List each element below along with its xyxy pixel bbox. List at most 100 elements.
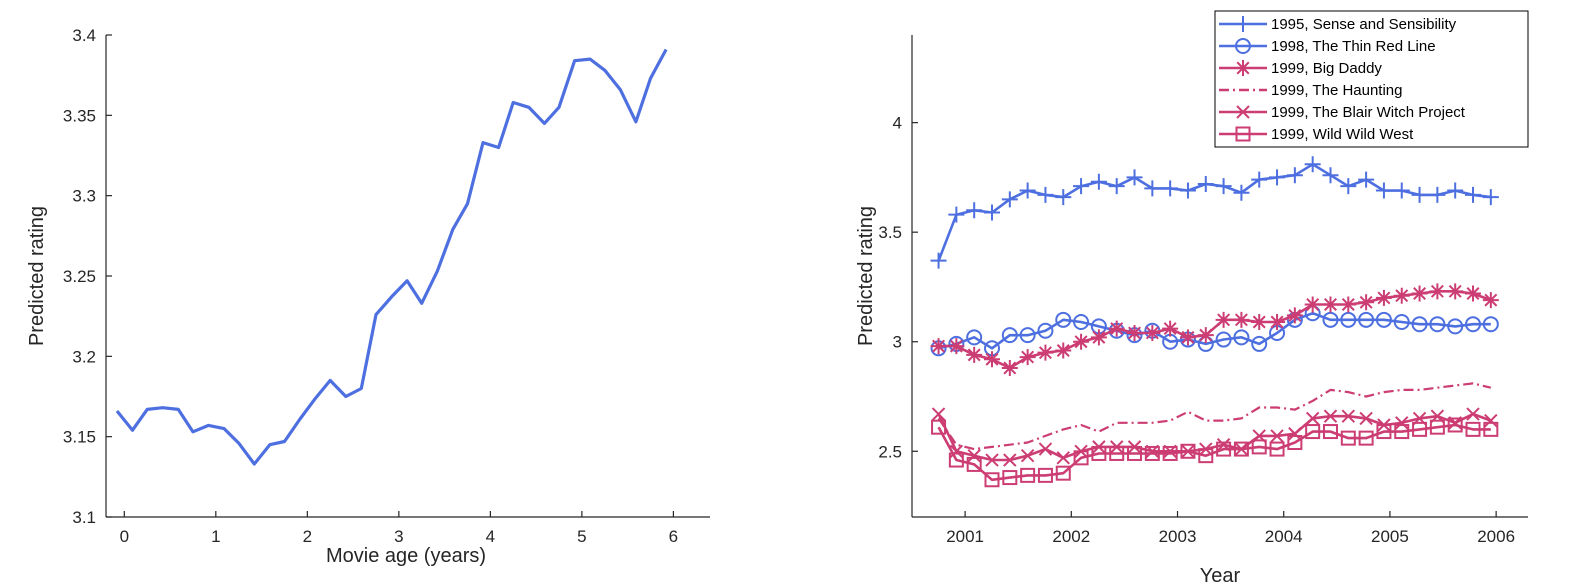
- series-marker: [1127, 445, 1143, 461]
- series-marker: [1108, 178, 1125, 195]
- series-marker: [1393, 287, 1410, 304]
- series-marker: [1020, 448, 1035, 463]
- series-marker: [1465, 421, 1481, 437]
- x-tick-label: 2: [303, 527, 312, 546]
- series-marker: [1447, 283, 1464, 300]
- series-marker: [1037, 344, 1054, 361]
- year-chart-x-title: Year: [1200, 565, 1241, 587]
- series-marker: [1447, 182, 1464, 199]
- series-marker: [1144, 445, 1160, 461]
- series-marker: [1180, 443, 1196, 459]
- legend-marker: [1235, 60, 1251, 76]
- legend-label: 1999, Wild Wild West: [1271, 126, 1414, 143]
- series-marker: [1269, 441, 1285, 457]
- series-marker: [1270, 429, 1284, 443]
- series-marker: [1073, 314, 1090, 331]
- series-marker: [1001, 360, 1018, 377]
- series-marker: [1322, 167, 1339, 184]
- y-tick-label: 3.5: [878, 223, 902, 242]
- series-marker: [1429, 419, 1445, 435]
- series-marker: [1323, 409, 1338, 423]
- series-marker: [1215, 178, 1232, 195]
- series-marker: [1091, 445, 1107, 461]
- series-marker: [1341, 409, 1356, 423]
- series-marker: [1411, 285, 1428, 302]
- y-tick-label: 4: [893, 114, 902, 133]
- series-marker: [1484, 413, 1498, 428]
- series-marker: [1038, 442, 1053, 456]
- x-tick-label: 2001: [946, 527, 984, 546]
- series-marker: [1233, 311, 1250, 328]
- series-marker: [1482, 316, 1499, 333]
- series-marker: [1003, 453, 1017, 467]
- series-marker: [1465, 316, 1482, 333]
- legend-label: 1998, The Thin Red Line: [1271, 38, 1436, 55]
- series-marker: [1055, 311, 1072, 328]
- series-marker: [1019, 327, 1036, 344]
- series-marker: [966, 329, 983, 346]
- x-tick-label: 2006: [1477, 527, 1515, 546]
- series-marker: [1375, 311, 1392, 328]
- series-marker: [1340, 430, 1356, 446]
- legend-label: 1999, The Blair Witch Project: [1271, 104, 1466, 121]
- series-marker: [1447, 318, 1464, 335]
- series-marker: [966, 456, 982, 472]
- series-line: [937, 423, 1491, 482]
- series-marker: [1465, 186, 1482, 203]
- age-chart-y-title: Predicted rating: [26, 206, 48, 346]
- series-marker: [1197, 327, 1214, 344]
- series-marker: [1466, 407, 1480, 421]
- age-series-line: [115, 48, 668, 466]
- x-tick-label: 2005: [1371, 527, 1409, 546]
- series-marker: [1322, 296, 1339, 313]
- series-marker: [1126, 169, 1143, 186]
- y-tick-label: 3.2: [72, 347, 96, 366]
- series-marker: [1304, 156, 1321, 173]
- series-marker: [1090, 329, 1107, 346]
- series-marker: [1162, 445, 1178, 461]
- series-marker: [1037, 467, 1053, 483]
- y-tick-label: 3.1: [72, 508, 96, 527]
- series-marker: [1482, 189, 1499, 206]
- series-marker: [1305, 411, 1320, 426]
- x-tick-label: 3: [394, 527, 403, 546]
- y-tick-label: 3.3: [72, 187, 96, 206]
- series-marker: [1001, 191, 1018, 208]
- series-marker: [948, 338, 965, 355]
- series-marker: [1483, 421, 1499, 437]
- series-marker: [1375, 182, 1392, 199]
- series-marker: [1108, 320, 1125, 337]
- series-marker: [1179, 329, 1196, 346]
- x-tick-label: 4: [486, 527, 495, 546]
- series-marker: [1073, 333, 1090, 350]
- series-marker: [1055, 465, 1071, 481]
- y-tick-label: 3.35: [63, 106, 96, 125]
- x-tick-label: 1: [211, 527, 220, 546]
- legend-box: [1214, 10, 1529, 148]
- series-marker: [1358, 311, 1375, 328]
- series-marker: [1340, 311, 1357, 328]
- y-tick-label: 3: [893, 333, 902, 352]
- series-marker: [1287, 435, 1303, 451]
- x-tick-label: 6: [669, 527, 678, 546]
- series-marker: [1019, 349, 1036, 366]
- series-marker: [1412, 421, 1428, 437]
- series-marker: [1305, 424, 1321, 440]
- series-line: [937, 412, 1492, 462]
- series-line: [938, 311, 1491, 350]
- series-marker: [1233, 184, 1250, 201]
- series-marker: [1020, 467, 1036, 483]
- legend-marker: [1235, 126, 1251, 142]
- legend-label: 1995, Sense and Sensibility: [1271, 16, 1457, 33]
- series-marker: [1429, 186, 1446, 203]
- series-marker: [1269, 169, 1286, 186]
- series-marker: [1090, 173, 1107, 190]
- legend-marker: [1235, 16, 1251, 32]
- series-marker: [1447, 417, 1463, 433]
- series-marker: [1001, 327, 1018, 344]
- age-chart: 0 1 2 3 4 5 6 3.1 3.15 3.2 3.25 3.3 3.35 3.4 Movie ag…: [26, 26, 710, 567]
- series-marker: [1037, 322, 1054, 339]
- series-marker: [1197, 175, 1214, 192]
- series-marker: [1251, 314, 1268, 331]
- series-marker: [1322, 424, 1338, 440]
